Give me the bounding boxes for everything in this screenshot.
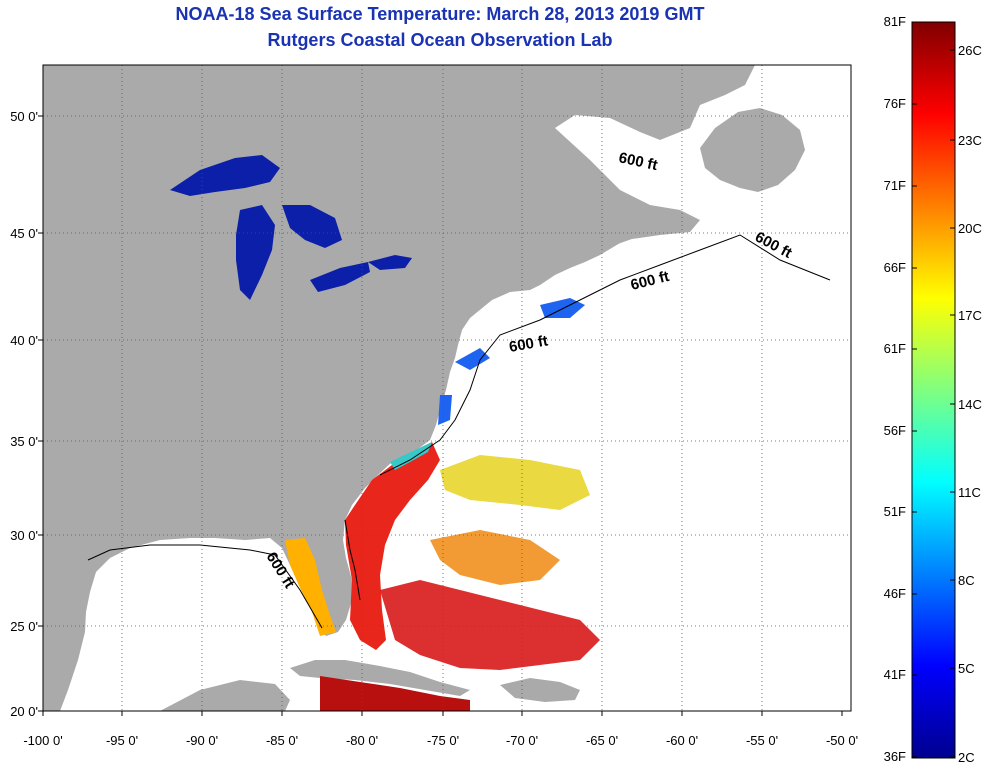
colorbar-f-label: 76F [884,96,906,111]
map-border [42,64,852,712]
colorbar-c-label: 8C [958,573,975,588]
land-newfoundland [700,108,805,192]
lat-label: 35 0' [10,434,38,449]
lon-label: -100 0' [23,733,62,748]
sst-north-blue [455,348,490,370]
lat-label: 25 0' [10,619,38,634]
sst-bahamas [380,580,600,670]
colorbar-f-label: 46F [884,586,906,601]
colorbar-f-label: 51F [884,504,906,519]
lat-label: 40 0' [10,333,38,348]
lon-label: -80 0' [346,733,378,748]
land-north-america [43,65,755,711]
lon-label: -70 0' [506,733,538,748]
sst-shelf-cyan [390,442,432,470]
lake-michigan [236,205,275,300]
lat-label: 45 0' [10,226,38,241]
colorbar-f-label: 81F [884,14,906,29]
colorbar-c-label: 2C [958,750,975,765]
colorbar-c-labels: 26C 23C 20C 17C 14C 11C 8C 5C 2C [950,43,982,765]
lat-label: 20 0' [10,704,38,719]
isobath-label: 600 ft [508,332,550,356]
land-yucatan [160,680,290,711]
lon-label: -60 0' [666,733,698,748]
colorbar-f-label: 71F [884,178,906,193]
lake-ontario [368,255,412,270]
colorbar-c-label: 11C [958,485,981,500]
sst-shelf-blue [438,395,452,425]
lat-label: 30 0' [10,528,38,543]
colorbar-c-label: 14C [958,397,982,412]
colorbar-c-label: 20C [958,221,982,236]
colorbar-f-label: 36F [884,749,906,764]
lon-label: -95 0' [106,733,138,748]
colorbar-f-label: 66F [884,260,906,275]
lake-erie [310,262,370,292]
lat-label: 50 0' [10,109,38,124]
sst-offshore-orange [430,530,560,585]
colorbar-c-label: 23C [958,133,982,148]
map-grid [43,65,851,711]
lake-superior [170,155,280,196]
colorbar-f-labels: 81F 76F 71F 66F 61F 56F 51F 46F 41F 36F [884,14,917,764]
lon-label: -90 0' [186,733,218,748]
land-hispaniola [500,678,580,702]
lon-label: -55 0' [746,733,778,748]
colorbar-f-label: 41F [884,667,906,682]
lon-label: -75 0' [427,733,459,748]
colorbar-f-label: 56F [884,423,906,438]
map-title: NOAA-18 Sea Surface Temperature: March 2… [175,4,705,24]
sst-florida-west [285,538,336,636]
colorbar-c-label: 17C [958,308,982,323]
sst-offshore-yellow [440,455,590,510]
lon-label: -65 0' [586,733,618,748]
colorbar-f-label: 61F [884,341,906,356]
lon-label: -85 0' [266,733,298,748]
colorbar-c-label: 5C [958,661,975,676]
land-cuba [290,660,470,696]
lat-axis: 50 0' 45 0' 40 0' 35 0' 30 0' 25 0' 20 0' [10,109,43,719]
lon-label: -50 0' [826,733,858,748]
land-nova-scotia [590,208,682,252]
lake-huron [282,205,342,248]
lon-axis: -100 0' -95 0' -90 0' -85 0' -80 0' -75 0' -70… [23,711,858,748]
colorbar [911,21,956,759]
sst-gulf-stream [345,442,440,650]
colorbar-c-label: 26C [958,43,982,58]
sst-cuba-north [320,676,470,711]
map-subtitle: Rutgers Coastal Ocean Observation Lab [267,30,613,50]
